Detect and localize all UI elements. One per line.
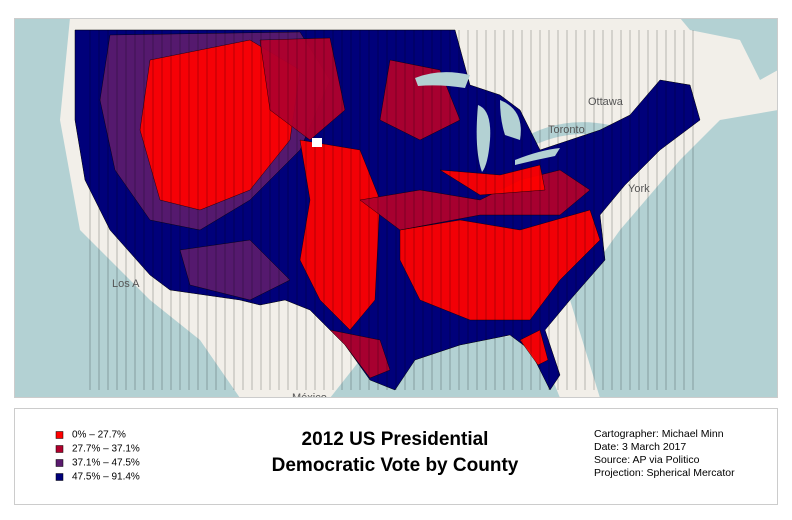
no-data-county [312, 138, 322, 147]
lake-huron [500, 100, 521, 140]
place-label: York [628, 183, 650, 195]
us-counties [74, 29, 701, 391]
map-title: Democratic Vote by County [272, 455, 519, 476]
credit-line: Cartographer: Michael Minn [594, 428, 724, 440]
pacific [14, 18, 240, 398]
legend-label: 27.7% – 37.1% [72, 444, 140, 455]
info-panel [14, 408, 778, 505]
county-region [259, 37, 346, 141]
legend-label: 0% – 27.7% [72, 430, 126, 441]
county-region [519, 329, 549, 366]
lake-michigan [476, 105, 491, 172]
legend-label: 37.1% – 47.5% [72, 458, 140, 469]
credit-line: Date: 3 March 2017 [594, 441, 686, 453]
legend-swatch [55, 459, 64, 467]
map: Ottawa Toronto York Los A México [14, 18, 778, 404]
gulf-stlawrence [680, 18, 778, 80]
credit-line: Projection: Spherical Mercator [594, 467, 735, 479]
place-label: Ottawa [588, 96, 624, 108]
map-frame [14, 18, 778, 398]
legend-swatch [55, 473, 64, 481]
lake-superior [415, 72, 470, 88]
county-region [439, 164, 546, 196]
map-title: 2012 US Presidential [302, 429, 489, 450]
legend-swatch [55, 431, 64, 439]
legend: 0% – 27.7% 27.7% – 37.1% 37.1% – 47.5% 47.5… [55, 430, 140, 483]
lake-erie [515, 148, 560, 165]
atlantic [570, 110, 778, 398]
place-label: Toronto [548, 124, 585, 136]
place-label: México [292, 392, 327, 404]
legend-swatch [55, 445, 64, 453]
lake-ontario [520, 122, 610, 150]
legend-label: 47.5% – 91.4% [72, 472, 140, 483]
place-label: Los A [112, 278, 140, 290]
credit-line: Source: AP via Politico [594, 454, 700, 466]
